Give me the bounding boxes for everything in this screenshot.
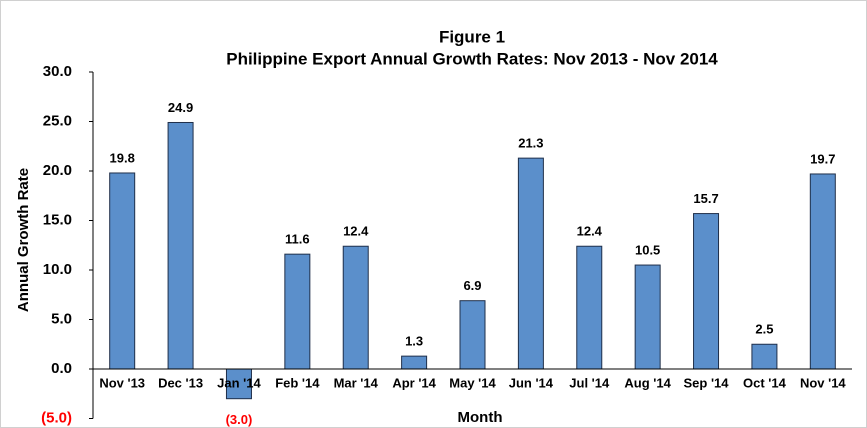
bar xyxy=(693,213,720,370)
x-tick-label: Jun '14 xyxy=(509,375,554,390)
data-label: (3.0) xyxy=(226,412,253,427)
data-label: 10.5 xyxy=(635,242,660,257)
bar xyxy=(225,368,252,400)
bar xyxy=(459,300,486,370)
y-tick-label: (5.0) xyxy=(41,409,72,426)
data-label: 19.7 xyxy=(810,151,835,166)
data-label: 1.3 xyxy=(405,334,423,349)
data-label: 11.6 xyxy=(285,232,310,247)
x-tick-label: Oct '14 xyxy=(743,375,787,390)
bar xyxy=(167,121,194,370)
bar xyxy=(517,157,544,370)
y-tick-label: 10.0 xyxy=(43,261,72,278)
data-label: 19.8 xyxy=(110,150,135,165)
chart-subtitle: Philippine Export Annual Growth Rates: N… xyxy=(226,49,718,68)
x-tick-label: Mar '14 xyxy=(334,375,379,390)
y-tick-label: 0.0 xyxy=(51,360,72,377)
y-tick-label: 5.0 xyxy=(51,310,72,327)
data-label: 2.5 xyxy=(755,322,773,337)
y-axis-title: Annual Growth Rate xyxy=(15,168,32,312)
y-tick-label: 20.0 xyxy=(43,162,72,179)
x-tick-label: May '14 xyxy=(449,375,496,390)
y-tick-label: 30.0 xyxy=(43,63,72,80)
data-label: 21.3 xyxy=(518,136,543,151)
bar xyxy=(576,245,603,370)
x-tick-label: Jan '14 xyxy=(217,375,261,390)
data-label: 12.4 xyxy=(343,224,369,239)
x-tick-label: Jul '14 xyxy=(569,375,610,390)
bar xyxy=(284,253,311,370)
bar xyxy=(342,245,369,370)
data-label: 6.9 xyxy=(463,278,481,293)
x-tick-label: Nov '14 xyxy=(800,375,846,390)
bar xyxy=(109,172,136,370)
y-tick-label: 15.0 xyxy=(43,211,72,228)
bar xyxy=(751,343,778,370)
x-tick-label: Feb '14 xyxy=(275,375,320,390)
x-tick-label: Dec '13 xyxy=(158,375,203,390)
x-tick-label: Nov '13 xyxy=(99,375,145,390)
chart-title: Figure 1 xyxy=(439,27,505,46)
data-label: 12.4 xyxy=(577,224,603,239)
y-tick-label: 25.0 xyxy=(43,112,72,129)
bar xyxy=(634,264,661,370)
data-label: 15.7 xyxy=(693,191,718,206)
data-label: 24.9 xyxy=(168,100,193,115)
x-axis-title: Month xyxy=(458,409,503,426)
x-tick-label: Aug '14 xyxy=(624,375,671,390)
bar xyxy=(401,355,428,370)
bar xyxy=(809,173,836,370)
x-tick-label: Apr '14 xyxy=(392,375,436,390)
x-tick-label: Sep '14 xyxy=(684,375,730,390)
